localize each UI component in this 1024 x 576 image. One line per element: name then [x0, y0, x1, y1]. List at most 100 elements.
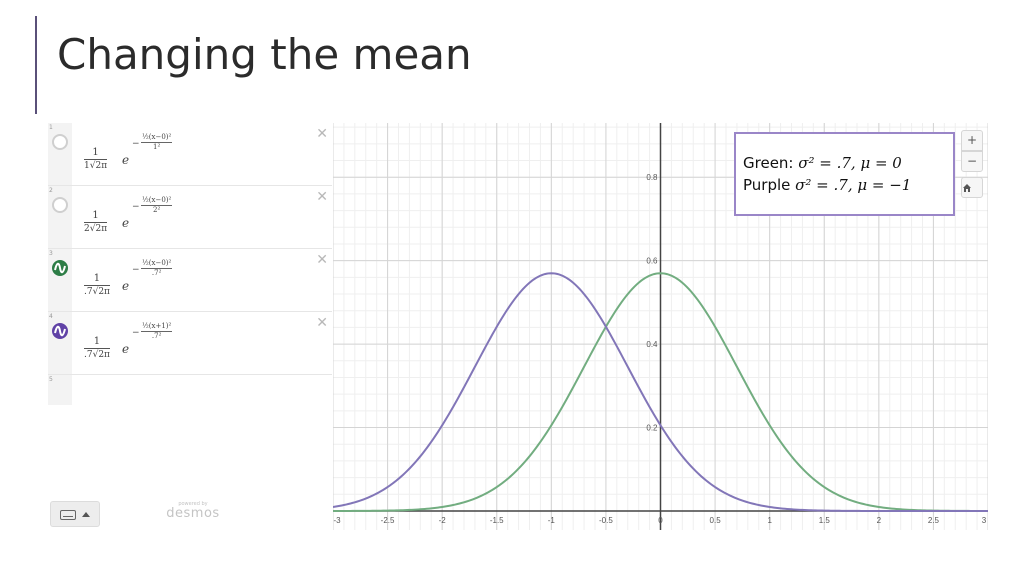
- y-tick-label: 0.8: [646, 173, 658, 182]
- graph-canvas[interactable]: -3 -2.5 -2 -1.5 -1 -0.5 0 0.5 1 1.5 2 2.5 3 0.2 0.4 0.6…: [333, 123, 988, 530]
- formula-denominator: .7√2π: [84, 349, 110, 361]
- formula-exponent: ½(x+1)² .7²: [141, 322, 173, 341]
- x-tick-label: -1.5: [490, 516, 504, 525]
- x-tick-label: 1: [767, 516, 772, 525]
- formula-den-coef: .7: [84, 350, 93, 360]
- formula-exp-minus: −: [132, 202, 140, 212]
- expression-gutter: 3: [48, 249, 72, 311]
- formula-fraction: 1.7√2π: [84, 273, 110, 298]
- formula-exp-numerator: ½(x−0)²: [141, 133, 173, 143]
- x-tick-label: -2: [439, 516, 447, 525]
- expression-row[interactable]: 3 ✕ 1.7√2π e − ½(x−0)² .7²: [48, 249, 332, 312]
- formula-exponent: ½(x−0)² 1²: [141, 133, 173, 152]
- title-accent-bar: [35, 16, 37, 114]
- graph-visibility-toggle-on-icon[interactable]: [52, 323, 68, 339]
- formula-exponent: ½(x−0)² 2²: [141, 196, 173, 215]
- formula-exp-numerator: ½(x+1)²: [141, 322, 173, 332]
- powered-by-text: powered by: [178, 501, 208, 507]
- expression-panel: 1 ✕ 1 1√2π e − ½(x−0)² 1² 2 ✕ 1 2√2π e − ½(x−0)² 2² 3 ✕ 1.…: [48, 123, 332, 528]
- expression-index: 1: [49, 124, 53, 131]
- delete-expression-icon[interactable]: ✕: [316, 189, 328, 205]
- expression-row[interactable]: 5: [48, 375, 332, 405]
- formula-e: e: [122, 342, 130, 356]
- formula-fraction: 1.7√2π: [84, 336, 110, 361]
- legend-green-label: Green:: [743, 154, 799, 172]
- expression-gutter: 5: [48, 375, 72, 405]
- x-tick-label: 1.5: [819, 516, 831, 525]
- expression-formula[interactable]: 1 1√2π e − ½(x−0)² 1²: [84, 133, 284, 177]
- formula-denominator: .7√2π: [84, 286, 110, 298]
- desmos-logo: desmos: [166, 506, 220, 521]
- formula-den-root: √2π: [92, 350, 110, 360]
- x-tick-label: 3: [982, 516, 987, 525]
- delete-expression-icon[interactable]: ✕: [316, 315, 328, 331]
- legend-green-math: σ² = .7, μ = 0: [798, 154, 902, 172]
- formula-exp-numerator: ½(x−0)²: [141, 196, 173, 206]
- formula-fraction: 1 1√2π: [84, 147, 108, 172]
- formula-exp-minus: −: [132, 265, 140, 275]
- graph-visibility-toggle-off-icon[interactable]: [52, 134, 68, 150]
- expression-formula[interactable]: 1.7√2π e − ½(x+1)² .7²: [84, 322, 284, 366]
- formula-exp-denominator: 1²: [153, 143, 161, 151]
- graph-visibility-toggle-on-icon[interactable]: [52, 260, 68, 276]
- zoom-in-button[interactable]: +: [961, 130, 983, 151]
- keyboard-toggle-button[interactable]: [50, 501, 100, 527]
- delete-expression-icon[interactable]: ✕: [316, 126, 328, 142]
- expression-index: 2: [49, 187, 53, 194]
- y-tick-label: 0.6: [646, 257, 658, 266]
- formula-den-root: √2π: [89, 161, 108, 171]
- expression-formula[interactable]: 1 2√2π e − ½(x−0)² 2²: [84, 196, 284, 240]
- formula-numerator: 1: [84, 147, 108, 160]
- formula-numerator: 1: [84, 273, 110, 286]
- purple-normal-curve: [333, 272, 988, 512]
- x-tick-label: -2.5: [381, 516, 395, 525]
- expression-formula[interactable]: 1.7√2π e − ½(x−0)² .7²: [84, 259, 284, 303]
- formula-e: e: [122, 216, 130, 230]
- formula-exp-numerator: ½(x−0)²: [141, 259, 173, 269]
- expression-row[interactable]: 1 ✕ 1 1√2π e − ½(x−0)² 1²: [48, 123, 332, 186]
- legend-green-entry: Green: σ² = .7, μ = 0: [743, 152, 953, 174]
- formula-fraction: 1 2√2π: [84, 210, 108, 235]
- keyboard-icon: [60, 510, 76, 520]
- zoom-out-button[interactable]: −: [961, 151, 983, 172]
- formula-numerator: 1: [84, 210, 108, 223]
- formula-e: e: [122, 153, 130, 167]
- expression-index: 5: [49, 376, 53, 383]
- formula-exp-minus: −: [132, 139, 140, 149]
- formula-numerator: 1: [84, 336, 110, 349]
- formula-exp-denominator: .7²: [151, 269, 162, 277]
- expression-index: 3: [49, 250, 53, 257]
- formula-exp-denominator: 2²: [153, 206, 161, 214]
- expression-gutter: 4: [48, 312, 72, 374]
- delete-expression-icon[interactable]: ✕: [316, 252, 328, 268]
- y-tick-label: 0.2: [646, 424, 658, 433]
- slide-title: Changing the mean: [57, 30, 472, 79]
- formula-den-root: √2π: [92, 287, 110, 297]
- x-tick-label: 2.5: [928, 516, 940, 525]
- legend-annotation: Green: σ² = .7, μ = 0 Purple σ² = .7, μ …: [734, 132, 955, 216]
- powered-by-desmos: powered by desmos: [163, 501, 223, 521]
- x-tick-label: -3: [333, 516, 341, 525]
- legend-purple-label: Purple: [743, 176, 796, 194]
- caret-up-icon: [82, 512, 90, 517]
- home-icon: [963, 184, 971, 192]
- formula-exp-minus: −: [132, 328, 140, 338]
- green-normal-curve: [333, 272, 988, 512]
- graph-visibility-toggle-off-icon[interactable]: [52, 197, 68, 213]
- expression-row[interactable]: 4 ✕ 1.7√2π e − ½(x+1)² .7²: [48, 312, 332, 375]
- formula-exponent: ½(x−0)² .7²: [141, 259, 173, 278]
- expression-row[interactable]: 2 ✕ 1 2√2π e − ½(x−0)² 2²: [48, 186, 332, 249]
- expression-gutter: 2: [48, 186, 72, 248]
- home-button[interactable]: [961, 177, 983, 198]
- x-tick-label: -1: [548, 516, 556, 525]
- graph-plot[interactable]: -3 -2.5 -2 -1.5 -1 -0.5 0 0.5 1 1.5 2 2.5 3 0.2 0.4 0.6…: [333, 123, 988, 530]
- formula-e: e: [122, 279, 130, 293]
- formula-exp-denominator: .7²: [151, 332, 162, 340]
- x-tick-label: 2: [877, 516, 882, 525]
- formula-den-root: √2π: [89, 224, 108, 234]
- formula-den-coef: .7: [84, 287, 93, 297]
- formula-den-coef: 2: [84, 224, 90, 234]
- x-tick-label: 0.5: [710, 516, 722, 525]
- expression-index: 4: [49, 313, 53, 320]
- x-tick-label: -0.5: [599, 516, 613, 525]
